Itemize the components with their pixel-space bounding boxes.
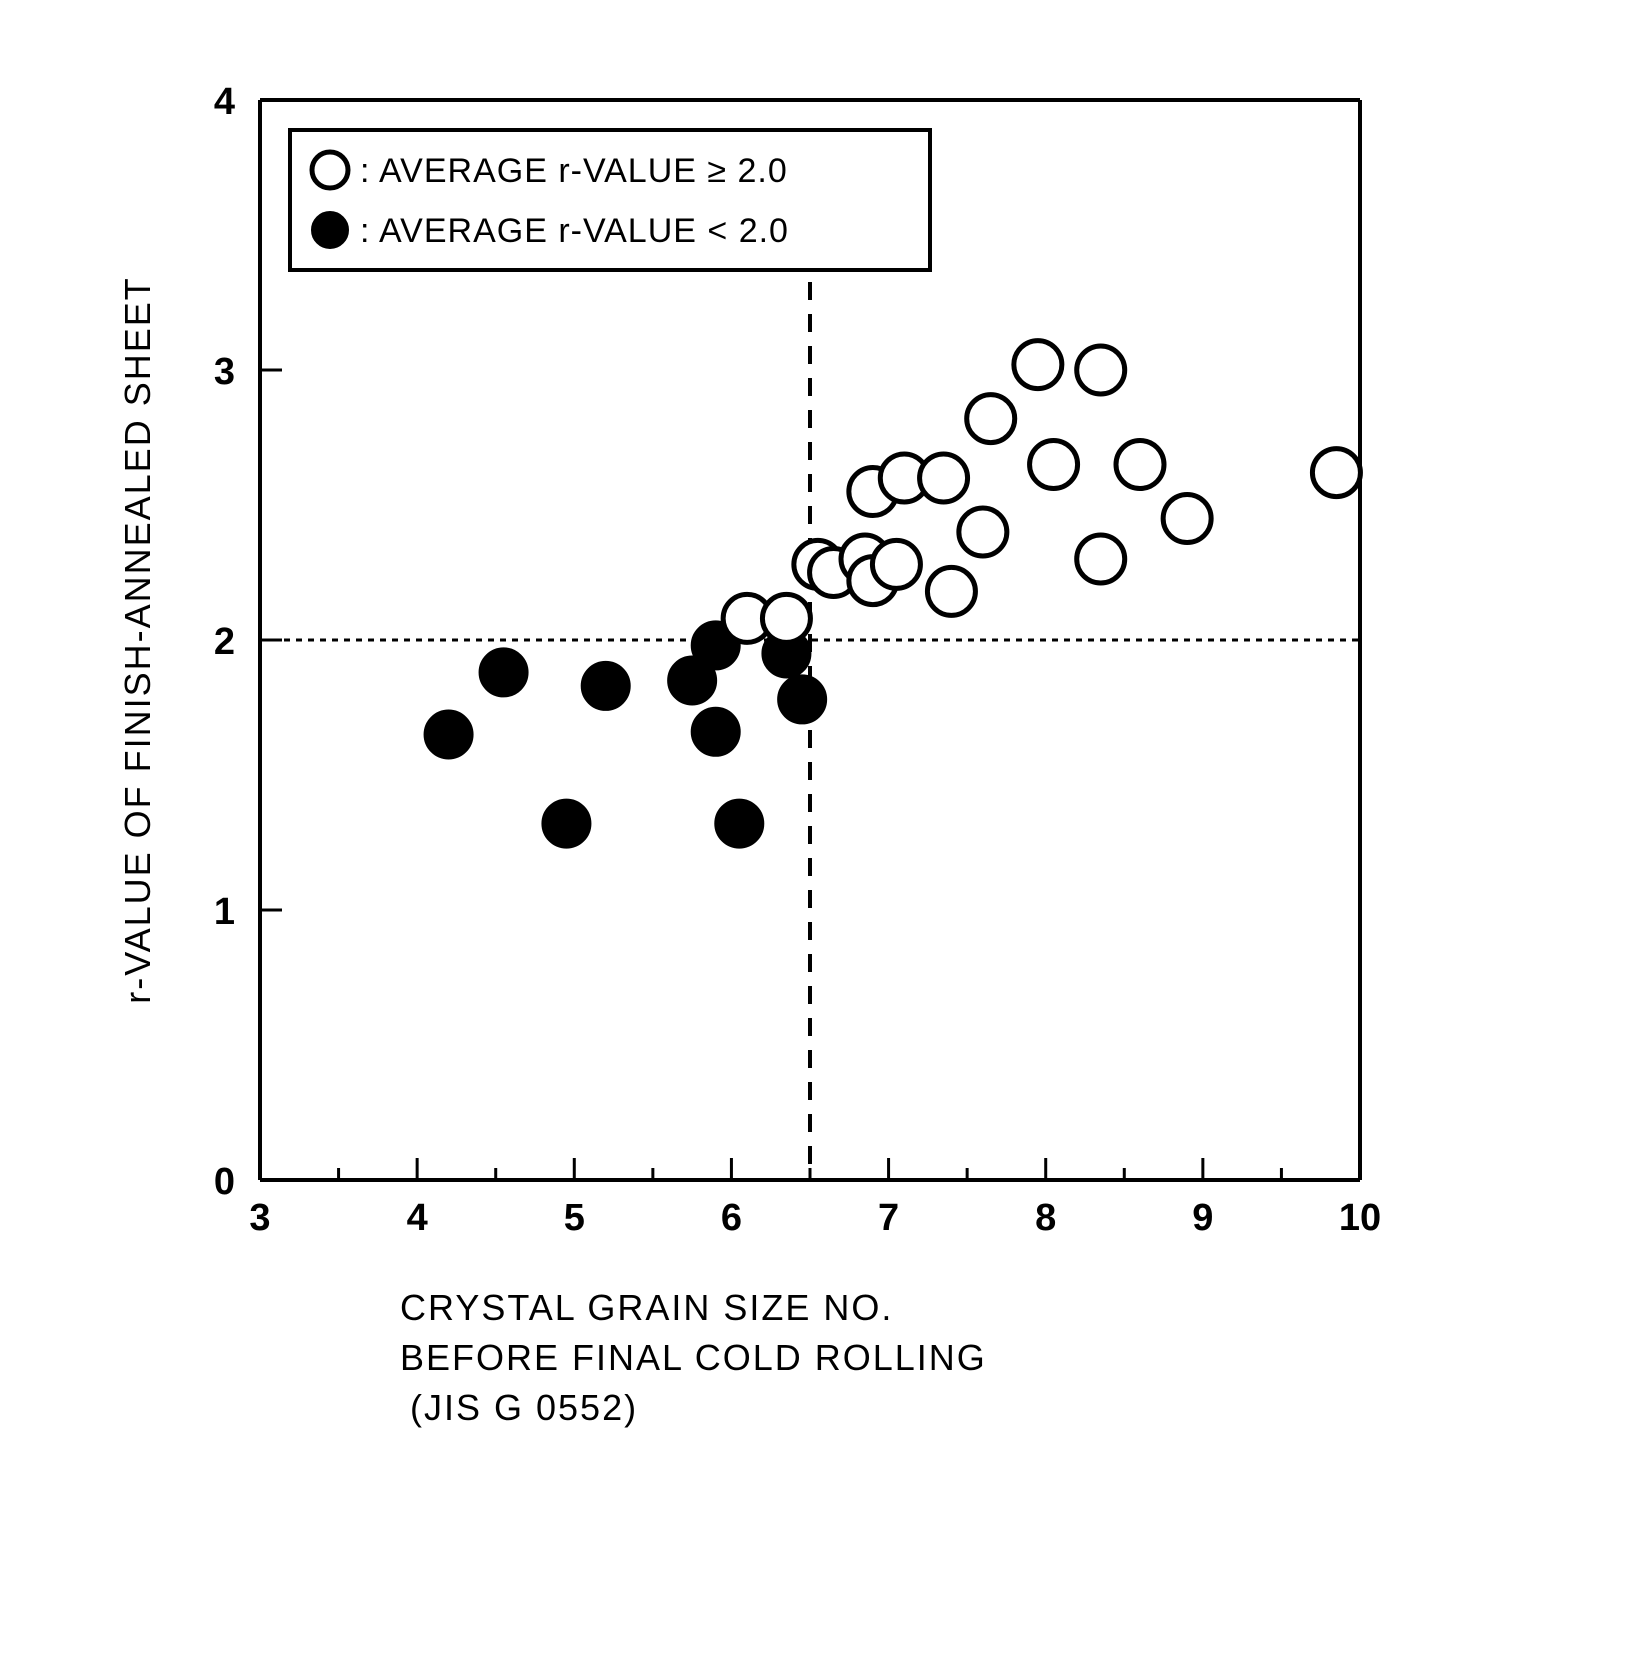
data-point-open xyxy=(872,540,920,588)
x-axis-title-3: (JIS G 0552) xyxy=(410,1387,638,1428)
x-tick-label: 4 xyxy=(407,1197,428,1239)
data-point-open xyxy=(1077,346,1125,394)
data-point-open xyxy=(1014,341,1062,389)
scatter-chart: 3 4 5 6 7 8 9 10 0 1 2 3 4 : AVERAGE r-VALUE ≥ 2.0 : A… xyxy=(40,40,1440,1440)
x-axis-title-1: CRYSTAL GRAIN SIZE NO. xyxy=(400,1287,893,1328)
data-point-open xyxy=(959,508,1007,556)
data-point-open xyxy=(1030,441,1078,489)
data-point-open xyxy=(927,567,975,615)
data-point-filled xyxy=(582,662,630,710)
data-point-filled xyxy=(480,648,528,696)
data-point-open xyxy=(967,395,1015,443)
x-tick-label: 5 xyxy=(564,1197,585,1239)
y-tick-label: 2 xyxy=(214,621,235,663)
data-point-open xyxy=(1116,441,1164,489)
x-tick-label: 8 xyxy=(1035,1197,1056,1239)
x-tick-label: 10 xyxy=(1339,1197,1381,1239)
data-point-filled xyxy=(692,708,740,756)
legend-text-2: : AVERAGE r-VALUE < 2.0 xyxy=(360,212,789,250)
y-tick-label: 1 xyxy=(214,891,235,933)
data-point-open xyxy=(1163,495,1211,543)
data-point-open xyxy=(762,594,810,642)
legend-marker-filled xyxy=(312,212,348,248)
data-point-filled xyxy=(715,800,763,848)
legend-marker-open xyxy=(312,152,348,188)
x-tick-label: 9 xyxy=(1192,1197,1213,1239)
data-point-open xyxy=(1312,449,1360,497)
y-tick-label: 4 xyxy=(214,81,235,123)
y-axis-title: r-VALUE OF FINISH-ANNEALED SHEET xyxy=(117,276,158,1003)
data-point-open xyxy=(1077,535,1125,583)
data-point-filled xyxy=(778,675,826,723)
x-axis-title-2: BEFORE FINAL COLD ROLLING xyxy=(400,1337,987,1378)
data-point-open xyxy=(920,454,968,502)
x-tick-label: 6 xyxy=(721,1197,742,1239)
x-tick-label: 3 xyxy=(249,1197,270,1239)
data-point-filled xyxy=(542,800,590,848)
y-tick-label: 0 xyxy=(214,1161,235,1203)
y-tick-label: 3 xyxy=(214,351,235,393)
data-point-filled xyxy=(425,711,473,759)
x-tick-label: 7 xyxy=(878,1197,899,1239)
chart-svg: 3 4 5 6 7 8 9 10 0 1 2 3 4 : AVERAGE r-VALUE ≥ 2.0 : A… xyxy=(40,40,1440,1440)
legend-text-1: : AVERAGE r-VALUE ≥ 2.0 xyxy=(360,152,788,190)
